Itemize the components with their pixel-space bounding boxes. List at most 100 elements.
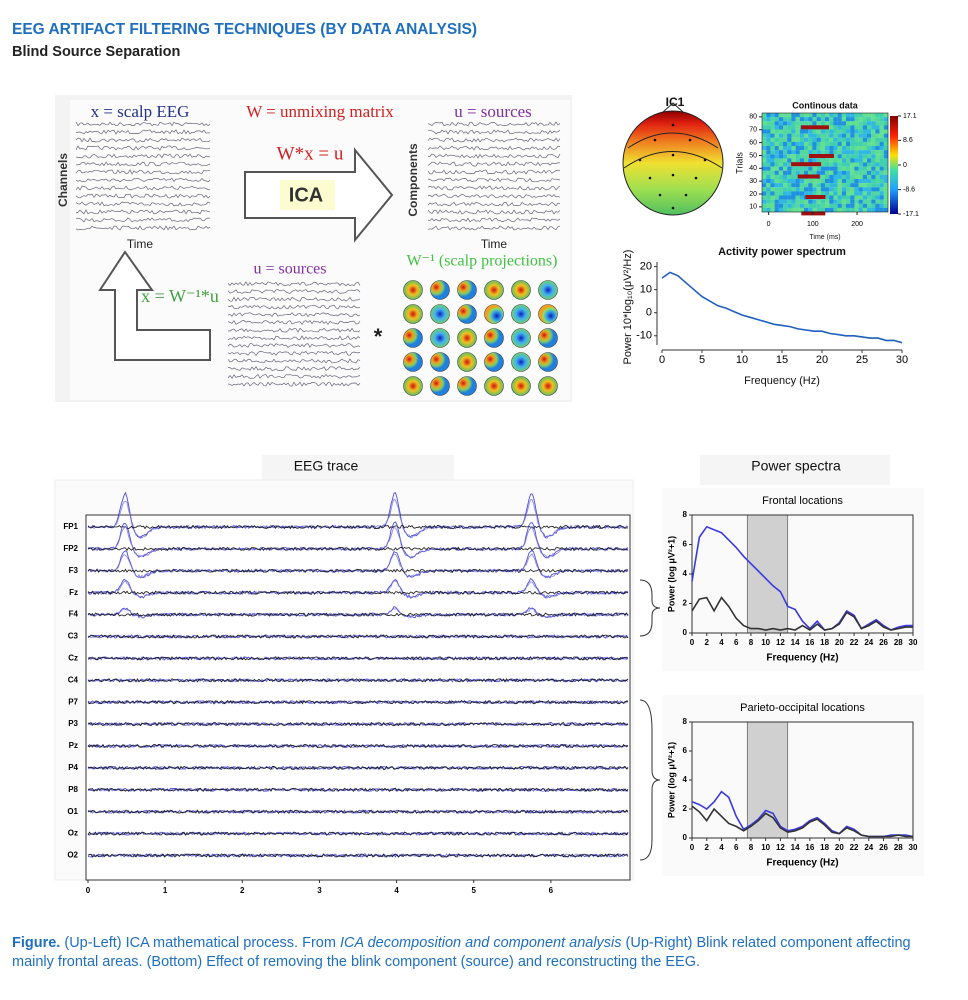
scalp-map bbox=[511, 376, 531, 396]
heatmap-cell bbox=[770, 117, 775, 122]
heatmap-cell bbox=[774, 113, 779, 118]
channel-label: C3 bbox=[68, 632, 79, 641]
heatmap-cell bbox=[854, 117, 859, 122]
heatmap-cell bbox=[804, 146, 809, 151]
heatmap-cell bbox=[804, 191, 809, 196]
heatmap-cell bbox=[829, 146, 834, 151]
heatmap-cell bbox=[795, 141, 800, 147]
heatmap-cell bbox=[812, 179, 817, 184]
heatmap-cell bbox=[829, 187, 834, 192]
heatmap-cell bbox=[774, 195, 779, 200]
heatmap-cell bbox=[871, 133, 876, 138]
eeg-trace bbox=[87, 721, 629, 727]
heatmap-cell bbox=[812, 129, 817, 134]
heatmap-cell bbox=[875, 199, 880, 204]
heatmap-cell bbox=[841, 191, 847, 196]
heatmap-cell bbox=[820, 203, 826, 208]
heatmap-cell bbox=[816, 121, 821, 126]
channel-label: F3 bbox=[69, 566, 79, 575]
heatmap-cell bbox=[778, 150, 784, 155]
heatmap-cell bbox=[774, 117, 779, 122]
heatmap-cell bbox=[804, 203, 809, 208]
heatmap-cell bbox=[871, 183, 876, 188]
equation: W*x = u bbox=[277, 143, 344, 164]
heatmap-cell bbox=[778, 121, 784, 126]
heatmap-cell bbox=[837, 199, 842, 204]
heatmap-cell bbox=[833, 207, 838, 213]
x-tick-label: 0 bbox=[767, 221, 771, 228]
x-tick-label: 2 bbox=[240, 886, 245, 895]
heatmap-cell bbox=[833, 179, 838, 184]
heatmap-cell bbox=[787, 187, 792, 192]
trace bbox=[427, 201, 561, 207]
y-tick-label: 40 bbox=[749, 165, 757, 172]
heatmap-cell bbox=[871, 199, 876, 204]
heatmap-cell bbox=[883, 203, 889, 208]
x-tick-label: 4 bbox=[394, 886, 399, 895]
heatmap-cell bbox=[879, 129, 884, 134]
heatmap-cell bbox=[846, 117, 851, 122]
spectra-ylabel: Power (log μV²+1) bbox=[666, 742, 676, 818]
spectrum-ylabel: Power 10*log₁₀(μV²/Hz) bbox=[622, 250, 634, 365]
heatmap-cell bbox=[825, 150, 830, 155]
heatmap-cell bbox=[825, 183, 830, 188]
electrode bbox=[688, 138, 692, 142]
x-tick-label: 20 bbox=[835, 638, 844, 647]
electrode bbox=[703, 158, 707, 162]
heatmap-cell bbox=[862, 179, 868, 184]
channels-label: Channels bbox=[56, 153, 70, 207]
heatmap-cell bbox=[871, 195, 876, 200]
heatmap-cell bbox=[867, 117, 872, 122]
heatmap-cell bbox=[766, 113, 771, 118]
heatmap-cell bbox=[846, 121, 851, 126]
x-tick-label: 30 bbox=[909, 843, 918, 852]
y-tick-label: 20 bbox=[640, 261, 652, 273]
heatmap-cell bbox=[883, 191, 889, 196]
heatmap-cell bbox=[774, 125, 779, 130]
heatmap-cell bbox=[820, 146, 826, 151]
trace bbox=[427, 217, 561, 223]
heatmap-cell bbox=[837, 191, 842, 196]
heatmap-cell bbox=[871, 146, 876, 151]
heatmap-cell bbox=[867, 141, 872, 147]
heatmap-cell bbox=[766, 195, 771, 200]
heatmap-cell bbox=[879, 137, 884, 142]
heatmap-cell bbox=[795, 183, 800, 188]
heatmap-cell bbox=[837, 207, 842, 213]
heatmap-cell bbox=[774, 174, 779, 180]
heatmap-cell bbox=[871, 191, 876, 196]
x-tick-label: 26 bbox=[879, 843, 888, 852]
heatmap-cell bbox=[833, 141, 838, 147]
heatmap-cell bbox=[854, 199, 859, 204]
heatmap-cell bbox=[825, 129, 830, 134]
heatmap-cell bbox=[867, 158, 872, 163]
heatmap-cell bbox=[820, 179, 826, 184]
heatmap-cell bbox=[862, 191, 868, 196]
heatmap-cell bbox=[799, 199, 805, 204]
heatmap-cell bbox=[837, 166, 842, 171]
heatmap-cell bbox=[816, 199, 821, 204]
heatmap-cell bbox=[825, 158, 830, 163]
heatmap-cell bbox=[875, 170, 880, 175]
heatmap-cell bbox=[833, 133, 838, 138]
heatmap-cell bbox=[816, 207, 821, 213]
heatmap-cell bbox=[770, 133, 775, 138]
y-tick-label: 10 bbox=[749, 204, 757, 211]
scalp-map bbox=[484, 304, 504, 324]
heatmap-blink bbox=[797, 174, 820, 179]
x-tick-label: 6 bbox=[549, 886, 554, 895]
heatmap-cell bbox=[833, 187, 838, 192]
heatmap-cell bbox=[846, 154, 851, 159]
scalp-map bbox=[484, 376, 504, 396]
heatmap-cell bbox=[774, 203, 779, 208]
heatmap-cell bbox=[833, 174, 838, 180]
heatmap-cell bbox=[783, 113, 788, 118]
heatmap-cell bbox=[774, 133, 779, 138]
heatmap-cell bbox=[862, 146, 868, 151]
heatmap-cell bbox=[854, 203, 859, 208]
heatmap-cell bbox=[791, 117, 796, 122]
heatmap-cell bbox=[816, 187, 821, 192]
heatmap-cell bbox=[778, 183, 784, 188]
channel-label: O2 bbox=[67, 851, 78, 860]
heatmap-cell bbox=[841, 125, 847, 130]
